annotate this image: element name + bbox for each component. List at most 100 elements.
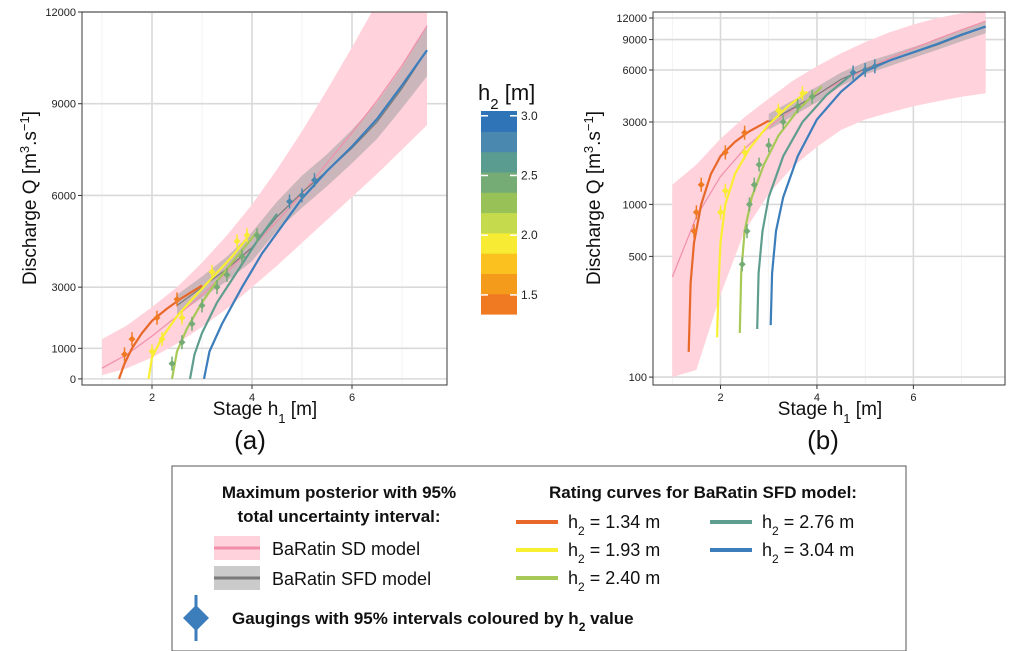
colorbar-ticks: 1.5 2.0 2.5 3.0 [481, 109, 538, 302]
gauging-point [243, 228, 251, 243]
colorbar-swatch [481, 273, 517, 295]
panel-a: 2 4 6 0 1000 3000 6000 9000 12000 Stage h1 [m] D… [17, 7, 448, 455]
series-line-0 [101, 25, 428, 369]
series-line-6 [769, 25, 987, 326]
sd-uncertainty-band [672, 12, 986, 378]
legend-gauging-label: Gaugings with 95% intervals coloured by … [232, 609, 634, 634]
gauging-point [697, 177, 705, 192]
gauging-point [178, 335, 186, 350]
colorbar-swatch [481, 171, 517, 193]
gauging-point [168, 356, 176, 371]
gauging-point [173, 292, 181, 307]
gauging-point [765, 138, 773, 153]
colorbar-title: h2 [m] [478, 80, 535, 113]
panel-b-label: (b) [807, 425, 839, 455]
gauging-point [794, 99, 802, 114]
gauging-point [755, 157, 763, 172]
x-tick-label: 4 [249, 392, 255, 404]
y-tick-label: 3000 [52, 282, 76, 294]
gauging-point [745, 197, 753, 212]
colorbar-swatch [481, 253, 517, 274]
panel-b-bands [672, 12, 986, 378]
x-tick-label: 6 [910, 392, 916, 404]
gauging-point [721, 145, 729, 160]
y-tick-label: 12000 [616, 13, 647, 25]
legend-curve-entry: h2 = 2.76 m [710, 512, 854, 538]
gauging-point [153, 310, 161, 325]
series-line-6 [202, 49, 428, 380]
colorbar-swatch [481, 232, 517, 254]
legend-col1-title-line1: Maximum posterior with 95% [222, 483, 456, 502]
y-tick-label: 6000 [52, 190, 76, 202]
legend-curve-entry: h2 = 3.04 m [710, 540, 854, 566]
gauging-point [849, 65, 857, 80]
colorbar-tick-label: 3.0 [521, 109, 538, 123]
x-tick-label: 6 [349, 392, 355, 404]
legend-sd-label: BaRatin SD model [272, 539, 420, 559]
y-tick-label: 1000 [52, 343, 76, 355]
gauging-point [298, 188, 306, 203]
gauging-point [717, 205, 725, 220]
colorbar-swatch [481, 151, 517, 173]
y-tick-label: 500 [629, 251, 647, 263]
gauging-point [774, 103, 782, 118]
gauging-point [692, 205, 700, 220]
gauging-point [213, 280, 221, 295]
gauging-point [743, 224, 751, 239]
colorbar-tick-label: 1.5 [521, 288, 538, 302]
legend-curve-label: h2 = 1.34 m [568, 512, 660, 538]
gauging-point [311, 173, 318, 188]
x-tick-label: 4 [814, 392, 820, 404]
legend-curve-label: h2 = 2.76 m [762, 512, 854, 538]
gauging-point [121, 347, 128, 362]
legend-frame [171, 465, 907, 651]
colorbar-swatch [481, 293, 517, 315]
legend-col2-title: Rating curves for BaRatin SFD model: [549, 483, 857, 502]
legend-curve-label: h2 = 2.40 m [568, 568, 660, 594]
legend-curve-label: h2 = 1.93 m [568, 540, 660, 566]
legend-curve-entry: h2 = 2.40 m [516, 568, 660, 594]
colorbar-swatch [481, 131, 517, 153]
gauging-point [779, 114, 787, 129]
y-tick-label: 12000 [45, 7, 76, 19]
legend-gauging-symbol [183, 595, 209, 641]
series-line-3 [147, 237, 248, 380]
gauging-point [798, 86, 806, 101]
y-tick-label: 3000 [623, 117, 647, 129]
legend-sfd-label: BaRatin SFD model [272, 569, 431, 589]
panel-a-gaugings [121, 173, 318, 371]
legend-curve-label: h2 = 3.04 m [762, 540, 854, 566]
sd-uncertainty-band [102, 12, 427, 376]
panel-b-xlabel: Stage h1 [m] [778, 399, 882, 426]
gauging-point [738, 257, 746, 272]
gauging-point [871, 59, 879, 74]
panel-b: 2 4 6 100 500 1000 3000 6000 9000 12000 Stage h1 … [581, 11, 1006, 455]
legend-gauging-diamond [183, 605, 209, 631]
gauging-point [178, 310, 186, 325]
panel-a-ylabel: Discharge Q [m3.s−1] [17, 111, 42, 285]
y-tick-label: 1000 [623, 199, 647, 211]
colorbar-swatch [481, 111, 517, 132]
y-tick-label: 9000 [52, 99, 76, 111]
colorbar-swatch [481, 192, 517, 214]
gauging-point [238, 249, 246, 264]
colorbar-legend: h2 [m] 1.5 2.0 2.5 3.0 [478, 80, 538, 315]
colorbar-tick-label: 2.0 [521, 228, 538, 242]
x-tick-label: 2 [149, 392, 155, 404]
gauging-point [690, 224, 698, 239]
gauging-point [198, 298, 206, 313]
panel-a-label: (a) [234, 425, 266, 455]
legend-curve-entry: h2 = 1.93 m [516, 540, 660, 566]
gauging-point [721, 183, 729, 198]
colorbar-swatches [481, 111, 517, 315]
series-line-3 [716, 90, 808, 338]
colorbar-tick-label: 2.5 [521, 168, 538, 182]
gauging-point [128, 332, 136, 347]
y-tick-label: 9000 [623, 35, 647, 47]
x-tick-label: 2 [717, 392, 723, 404]
gauging-point [188, 316, 196, 331]
legend-curve-entry: h2 = 1.34 m [516, 512, 660, 538]
panel-b-ylabel: Discharge Q [m3.s−1] [581, 111, 606, 285]
gauging-point [861, 62, 869, 77]
